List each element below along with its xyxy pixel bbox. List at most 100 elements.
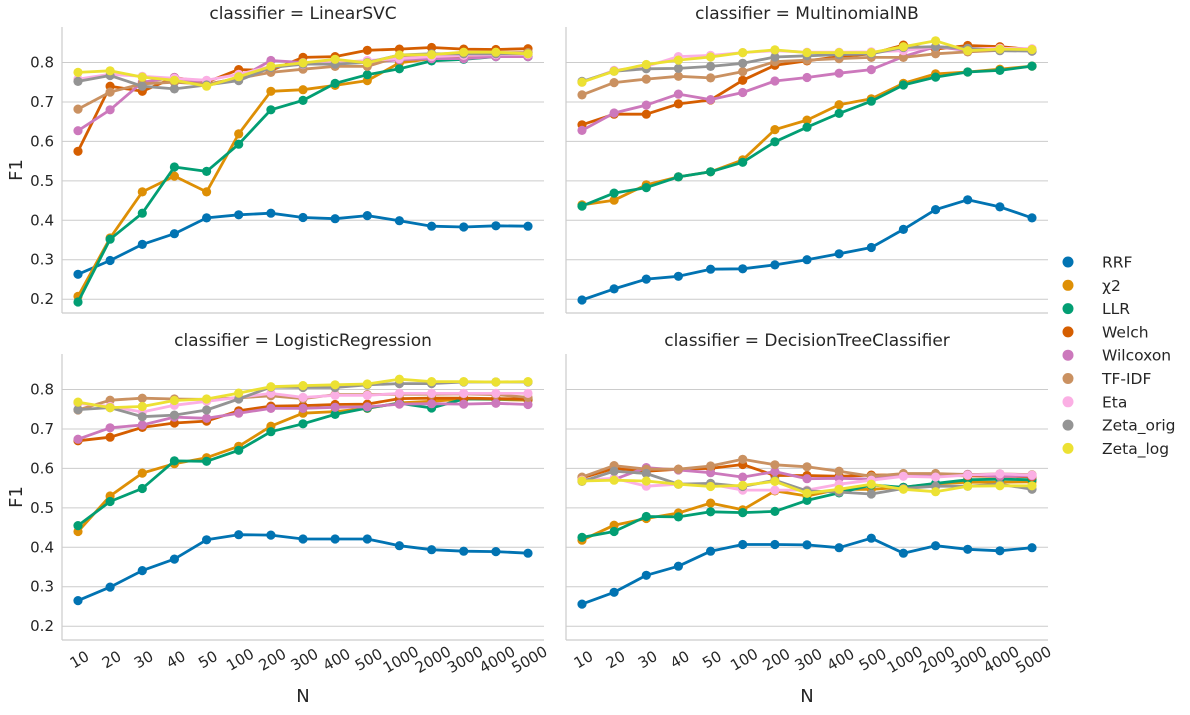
data-point — [802, 462, 812, 472]
data-point — [169, 410, 179, 420]
data-point — [963, 481, 973, 491]
data-point — [427, 42, 437, 53]
legend-marker — [1062, 373, 1074, 384]
data-point — [770, 137, 780, 147]
data-point — [523, 399, 533, 410]
data-point — [706, 52, 716, 62]
data-point — [641, 59, 651, 70]
data-point — [706, 481, 716, 492]
data-point — [866, 479, 876, 489]
data-point — [802, 495, 812, 505]
data-point — [491, 388, 501, 398]
data-point — [459, 388, 469, 398]
data-point — [459, 546, 469, 556]
y-tick-label: 0.5 — [30, 172, 54, 190]
data-point — [802, 488, 812, 498]
data-point — [706, 507, 716, 517]
data-point — [234, 139, 244, 149]
data-point — [770, 76, 780, 86]
x-tick-label: 5000 — [508, 642, 550, 677]
data-point — [995, 546, 1005, 556]
y-tick-label: 0.2 — [30, 290, 54, 308]
data-point — [706, 461, 716, 471]
data-point — [609, 284, 619, 294]
data-point — [169, 456, 179, 466]
y-tick-label: 0.6 — [30, 459, 54, 477]
data-point — [963, 46, 973, 56]
data-point — [169, 84, 179, 94]
data-point — [298, 85, 308, 95]
data-point — [427, 388, 437, 398]
data-point — [706, 468, 716, 478]
data-point — [330, 534, 340, 544]
x-tick-label: 30 — [635, 647, 661, 672]
data-point — [673, 89, 684, 99]
data-point — [1027, 44, 1037, 55]
data-point — [931, 72, 941, 82]
data-point — [137, 483, 147, 494]
data-point — [706, 61, 716, 71]
data-point — [770, 539, 780, 550]
data-point — [673, 464, 684, 474]
data-point — [834, 249, 844, 259]
legend: RRF χ2 LLR Welch Wilcoxon TF-IDF Eta Zeta_orig Z… — [1062, 254, 1175, 459]
data-point — [137, 412, 147, 422]
legend-label: LLR — [1102, 300, 1130, 318]
x-tick-label: 300 — [288, 645, 322, 675]
data-point — [491, 398, 501, 408]
data-point — [834, 68, 844, 78]
data-point — [427, 545, 437, 555]
data-point — [105, 432, 115, 442]
data-point — [802, 72, 812, 83]
data-point — [73, 521, 83, 531]
data-point — [706, 167, 716, 177]
data-point — [577, 125, 587, 135]
data-point — [427, 221, 437, 231]
data-point — [931, 472, 941, 482]
data-point — [394, 216, 404, 226]
data-point — [234, 530, 244, 540]
legend-marker — [1062, 349, 1074, 361]
data-point — [266, 403, 276, 413]
data-point — [202, 166, 212, 176]
data-point — [362, 70, 372, 80]
data-point — [298, 419, 308, 429]
legend-label: Zeta_log — [1102, 440, 1169, 459]
data-point — [427, 377, 437, 387]
data-point — [137, 208, 147, 218]
data-point — [802, 122, 812, 132]
legend-label: Zeta_orig — [1102, 417, 1175, 436]
series-LLR — [577, 61, 1037, 211]
y-tick-label: 0.3 — [30, 251, 54, 269]
data-point — [73, 104, 83, 114]
legend-label: χ2 — [1102, 277, 1121, 295]
data-point — [609, 195, 619, 205]
x-tick-label: 100 — [727, 645, 761, 675]
data-point — [298, 534, 308, 544]
x-tick-label: 500 — [856, 645, 890, 675]
data-point — [770, 485, 780, 495]
data-point — [105, 87, 115, 97]
data-point — [234, 388, 244, 398]
legend-label: Wilcoxon — [1102, 347, 1171, 365]
data-point — [577, 77, 587, 87]
x-tick-label: 20 — [603, 647, 629, 672]
data-point — [738, 67, 748, 77]
y-tick-label: 0.7 — [30, 93, 54, 111]
data-point — [738, 507, 748, 518]
x-tick-label: 40 — [667, 647, 693, 672]
x-tick-label: 40 — [163, 647, 189, 672]
data-point — [362, 58, 372, 68]
data-point — [931, 541, 941, 551]
data-point — [866, 96, 876, 106]
y-tick-label: 0.2 — [30, 617, 54, 635]
data-point — [137, 72, 147, 82]
data-point — [137, 420, 147, 430]
data-point — [995, 202, 1005, 212]
data-point — [234, 445, 244, 455]
data-point — [738, 454, 748, 464]
data-point — [995, 65, 1005, 75]
data-point — [963, 544, 973, 554]
